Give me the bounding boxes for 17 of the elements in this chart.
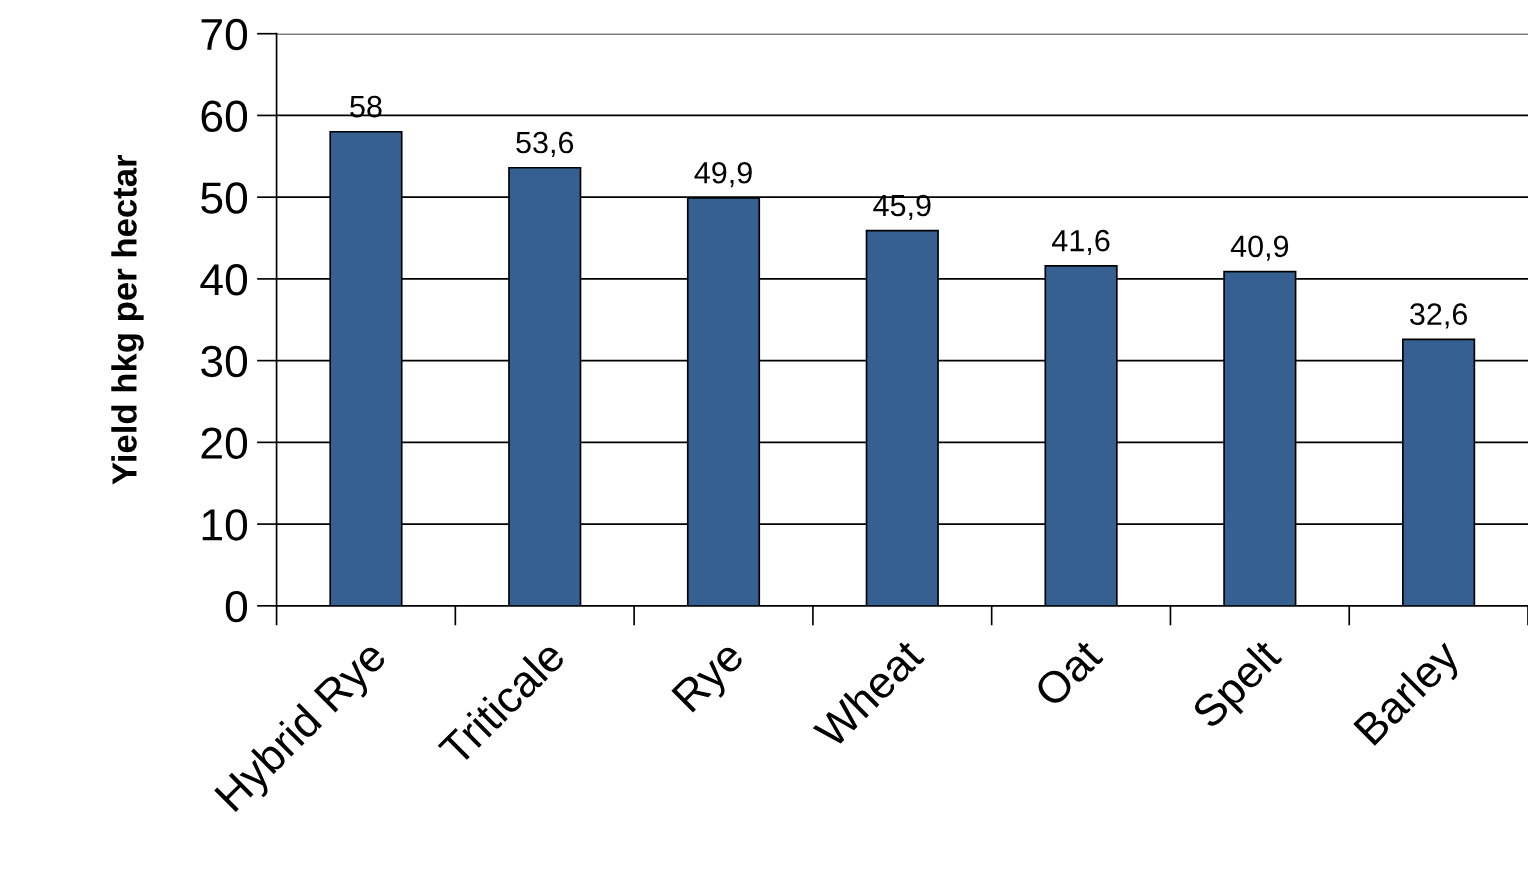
y-tick-label: 70 xyxy=(201,18,248,51)
data-label: 53,6 xyxy=(516,131,574,157)
data-label: 41,6 xyxy=(1052,229,1110,256)
y-axis-title: Yield hkg per hectar xyxy=(111,154,144,485)
data-label: 40,9 xyxy=(1230,235,1289,261)
y-tick-label: 50 xyxy=(201,182,248,214)
y-tick-label: 40 xyxy=(200,263,248,296)
x-tick-label: Oat xyxy=(1032,637,1104,709)
y-tick-label: 10 xyxy=(202,509,248,541)
y-tick-label: 0 xyxy=(225,590,248,623)
data-label: 45,9 xyxy=(873,194,931,220)
data-label: 32,6 xyxy=(1410,303,1468,329)
y-tick-label: 60 xyxy=(201,100,248,132)
data-label: 49,9 xyxy=(694,161,752,188)
x-tick-label: Rye xyxy=(671,638,752,719)
y-tick-label: 30 xyxy=(201,345,248,378)
y-tick-label: 20 xyxy=(201,427,248,459)
